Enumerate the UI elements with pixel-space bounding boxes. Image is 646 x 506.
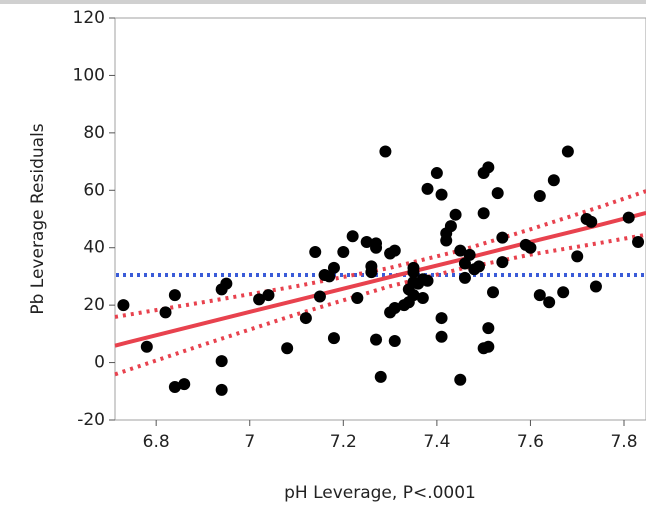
point [547,174,560,187]
point [346,230,359,243]
point [281,342,294,355]
y-tick-label: 0 [94,353,105,373]
x-tick-label: 7.2 [330,432,357,452]
point [458,271,471,284]
point [557,286,570,299]
x-axis-title: pH Leverage, P<.0001 [284,483,476,503]
point [360,235,373,248]
point [482,322,495,335]
point [487,286,500,299]
y-axis-title: Pb Leverage Residuals [28,123,48,314]
y-tick-label: 40 [83,238,105,258]
point [435,330,448,343]
point [313,290,326,303]
point [299,312,312,325]
point [388,335,401,348]
point [463,248,476,261]
point [262,289,275,302]
point [327,332,340,345]
point [388,302,401,315]
point [435,188,448,201]
x-tick-label: 7.4 [423,432,450,452]
point [370,333,383,346]
y-tick-label: 100 [73,65,105,85]
point [374,370,387,383]
point [477,207,490,220]
point [444,220,457,233]
plot-frame [114,17,646,421]
point [622,211,635,224]
point [632,235,645,248]
point [159,306,172,319]
point [589,280,602,293]
point [454,373,467,386]
point [435,312,448,325]
point [117,299,130,312]
y-tick-label: 80 [83,123,105,143]
point [370,237,383,250]
point [253,293,266,306]
point [337,246,350,259]
y-tick-label: -20 [77,410,105,430]
point [327,261,340,274]
x-tick-label: 7.6 [517,432,544,452]
x-tick-label: 6.8 [143,432,170,452]
confidence-upper [114,189,646,319]
point [407,289,420,302]
point [533,190,546,203]
point [482,340,495,353]
point [482,161,495,174]
point [388,244,401,257]
y-tick-label: 120 [73,8,105,28]
point [168,289,181,302]
point [449,208,462,221]
point [416,291,429,304]
fit-line [114,211,646,348]
point [215,355,228,368]
point [178,378,191,391]
point [421,274,434,287]
point [585,215,598,228]
point [524,241,537,254]
point [491,187,504,200]
point [561,145,574,158]
point [543,296,556,309]
x-tick-label: 7 [244,432,255,452]
point [496,256,509,269]
point [421,182,434,195]
point [533,289,546,302]
point [365,260,378,273]
y-tick-label: 20 [83,295,105,315]
point [379,145,392,158]
point [496,231,509,244]
point [168,380,181,393]
point [407,261,420,274]
y-tick-label: 60 [83,180,105,200]
point [309,246,322,259]
x-tick-label: 7.8 [610,432,637,452]
point [215,383,228,396]
point [140,340,153,353]
point [454,244,467,257]
point [472,260,485,273]
top-border [0,0,646,4]
point [351,291,364,304]
point [430,167,443,180]
point [571,250,584,263]
point [220,277,233,290]
